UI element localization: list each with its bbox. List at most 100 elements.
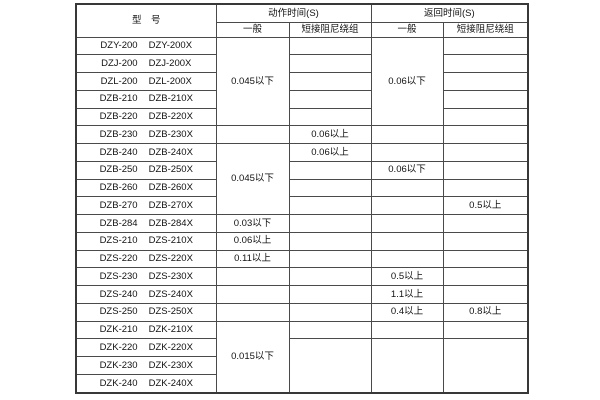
action-short-cell: 0.06以上 [288, 125, 372, 144]
action-general-cell: 0.045以下 [215, 143, 290, 215]
table-row: DZK-210 DZK-210X 0.015以下 [75, 320, 529, 394]
model-cell: DZS-250 DZS-250X [75, 302, 217, 322]
return-general-cell [370, 125, 444, 144]
model-b: DZB-210X [148, 93, 193, 105]
model-cell: DZK-230 DZK-230X [75, 356, 217, 375]
table-row: DZK-220 DZK-220X [75, 338, 529, 394]
model-b: DZL-200X [148, 75, 192, 87]
model-cell: DZK-240 DZK-240X [75, 373, 217, 394]
action-short-cell [288, 320, 372, 340]
action-short-cell [288, 89, 372, 109]
table-row: DZS-240 DZS-240X 1.1以上 [75, 285, 529, 304]
model-cell: DZB-250 DZB-250X [75, 160, 217, 180]
table-row: DZB-240 DZB-240X 0.045以下 0.06以上 [75, 143, 529, 215]
model-a: DZK-240 [99, 377, 138, 389]
model-cell: DZB-230 DZB-230X [75, 125, 217, 144]
model-b: DZB-250X [148, 164, 193, 176]
model-a: DZS-250 [99, 306, 138, 318]
table-row: DZS-230 DZS-230X 0.5以上 [75, 267, 529, 286]
table-row: DZB-220 DZB-220X [75, 107, 529, 127]
model-cell: DZJ-200 DZJ-200X [75, 54, 217, 73]
model-a: DZB-270 [99, 199, 138, 211]
action-short-cell [288, 36, 372, 56]
table-row: DZK-240 DZK-240X [75, 373, 528, 394]
return-short-cell [442, 143, 529, 162]
model-a: DZB-210 [99, 93, 138, 105]
action-short-cell [288, 107, 372, 127]
action-general-cell [215, 267, 290, 286]
model-cell: DZK-210 DZK-210X [75, 320, 217, 340]
action-short-cell [288, 231, 372, 251]
model-b: DZB-260X [148, 182, 193, 194]
model-cell: DZB-284 DZB-284X [75, 214, 217, 233]
model-cell: DZY-200 DZY-200X [75, 36, 217, 56]
table-row: DZS-210 DZS-210X 0.06以上 [75, 231, 529, 251]
action-general-cell [215, 302, 290, 322]
header-return-general: 一般 [370, 21, 444, 38]
header-row-2: 一般 短接阻尼绕组 一般 短接阻尼绕组 [76, 21, 529, 38]
model-b: DZY-200X [148, 40, 193, 52]
model-b: DZB-240X [148, 146, 193, 158]
model-a: DZL-200 [100, 75, 138, 87]
action-short-cell [288, 267, 372, 286]
model-a: DZS-230 [99, 270, 138, 282]
model-a: DZK-210 [99, 324, 138, 336]
model-a: DZS-240 [99, 288, 138, 300]
model-a: DZJ-200 [101, 57, 138, 69]
return-short-cell [442, 72, 529, 91]
return-short-cell [442, 267, 529, 286]
action-general-cell: 0.06以上 [215, 231, 290, 251]
action-general-cell [215, 285, 290, 304]
table-row: DZY-200 DZY-200X 0.045以下 0.06以下 [75, 36, 529, 127]
header-return-time: 返回时间(S) [370, 3, 529, 23]
header-return-short-damping: 短接阻尼绕组 [442, 21, 529, 38]
model-a: DZB-240 [99, 146, 138, 158]
header-action-time: 动作时间(S) [215, 3, 372, 23]
return-general-cell: 0.5以上 [370, 267, 444, 286]
model-b: DZK-210X [148, 324, 193, 336]
model-a: DZK-220 [99, 341, 138, 353]
return-short-cell: 0.8以上 [442, 302, 529, 322]
action-short-cell [288, 72, 372, 91]
model-cell: DZS-220 DZS-220X [75, 249, 217, 269]
model-a: DZB-220 [99, 111, 138, 123]
model-b: DZK-240X [148, 377, 193, 389]
model-a: DZS-210 [99, 235, 138, 247]
table-row: DZL-200 DZL-200X [75, 72, 529, 91]
model-b: DZS-220X [148, 253, 193, 265]
return-short-cell [442, 178, 529, 198]
model-a: DZB-230 [99, 128, 138, 140]
table-row: DZB-230 DZB-230X 0.06以上 [75, 125, 529, 144]
return-general-cell [370, 249, 444, 269]
model-b: DZS-210X [148, 235, 193, 247]
model-cell: DZB-210 DZB-210X [75, 89, 217, 109]
action-short-cell [288, 285, 372, 304]
header-row-1: 型 号 动作时间(S) 返回时间(S) [75, 3, 529, 38]
table-row: DZB-210 DZB-210X [75, 89, 529, 109]
return-short-cell [442, 107, 529, 127]
model-cell: DZB-220 DZB-220X [75, 107, 217, 127]
action-short-cell [288, 214, 372, 233]
model-a: DZY-200 [100, 40, 138, 52]
return-short-cell [442, 89, 529, 109]
model-b: DZS-240X [148, 288, 193, 300]
header-action-general: 一般 [215, 21, 290, 38]
model-cell: DZB-270 DZB-270X [75, 196, 217, 215]
header-action-short-damping: 短接阻尼绕组 [288, 21, 372, 38]
model-b: DZB-270X [148, 199, 193, 211]
model-cell: DZB-260 DZB-260X [75, 178, 217, 198]
table-row: DZS-250 DZS-250X 0.4以上 0.8以上 [75, 302, 529, 322]
return-short-cell [442, 54, 529, 73]
action-general-cell: 0.045以下 [215, 36, 290, 127]
header-model: 型 号 [75, 3, 217, 38]
model-b: DZS-250X [148, 306, 193, 318]
action-general-cell: 0.015以下 [215, 320, 290, 394]
model-b: DZK-230X [148, 359, 193, 371]
model-b: DZB-284X [148, 217, 193, 229]
return-general-cell: 0.4以上 [370, 302, 444, 322]
model-cell: DZL-200 DZL-200X [75, 72, 217, 91]
action-short-cell [288, 178, 372, 198]
return-general-cell [370, 214, 444, 233]
relay-timing-table-container: 型 号 动作时间(S) 返回时间(S) 一般 短接阻尼绕组 一般 短接阻尼绕组 … [75, 3, 530, 394]
return-short-cell [442, 214, 529, 233]
